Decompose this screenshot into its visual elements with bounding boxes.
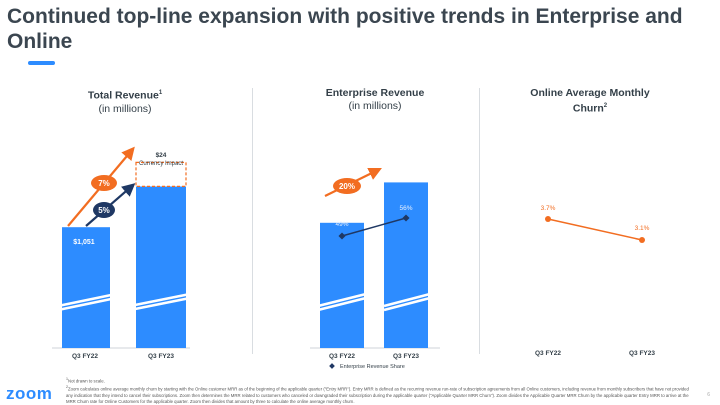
enterprise-revenue-title: Enterprise Revenue (in millions): [300, 87, 450, 113]
footnotes: 1Not drawn to scale. 2Zoom calculates on…: [66, 376, 696, 405]
enterprise-category-q3fy22: Q3 FY22: [329, 353, 355, 360]
online-churn-point-q3fy23: [639, 237, 645, 243]
enterprise-revenue-title-text: Enterprise Revenue: [325, 87, 425, 99]
total-revenue-footnote-ref: 1: [158, 90, 163, 96]
enterprise-share-line: [341, 217, 407, 237]
online-churn-line: [547, 218, 643, 241]
total-category-q3fy22: Q3 FY22: [72, 353, 98, 360]
total-bar-q3fy23: [136, 186, 186, 348]
panel-divider-2: [479, 88, 480, 354]
enterprise-bar-q3fy23: [384, 182, 428, 348]
online-churn-label-q3fy23: 3.1%: [635, 225, 650, 232]
total-revenue-title: Total Revenue1 (in millions): [60, 87, 190, 116]
page-number: 6: [707, 392, 710, 398]
enterprise-value-label-q3fy22: $513: [334, 203, 350, 210]
total-growth-label-5: 5%: [98, 206, 110, 215]
enterprise-legend-marker-icon: [329, 363, 335, 369]
title-accent-bar: [28, 61, 55, 65]
panel-divider-1: [252, 88, 253, 354]
enterprise-growth-badge: [333, 178, 361, 194]
total-growth-badge-7: [91, 175, 117, 191]
total-revenue-subtitle: (in millions): [98, 102, 152, 115]
currency-impact-value: $24: [156, 152, 167, 159]
slide-title: Continued top-line expansion with positi…: [7, 5, 683, 53]
enterprise-share-label-q3fy23: 56%: [399, 205, 412, 212]
total-bar-currency-impact: [135, 161, 187, 187]
enterprise-growth-label: 20%: [339, 182, 355, 191]
currency-impact-text: Currency Impact: [139, 161, 183, 167]
online-churn-footnote-ref: 2: [603, 103, 608, 109]
enterprise-break-mark-1: [317, 292, 367, 312]
enterprise-break-mark-2: [383, 292, 431, 312]
enterprise-value-label-q3fy23: $614: [398, 175, 414, 182]
footnote-2: 2Zoom calculates online average monthly …: [66, 385, 689, 404]
footnote-2-text: Zoom calculates online average monthly c…: [66, 386, 689, 404]
online-category-q3fy23: Q3 FY23: [629, 350, 655, 357]
enterprise-bar-q3fy22: [320, 222, 364, 348]
total-value-label-q3fy22: $1,051: [73, 239, 95, 246]
total-growth-badge-5: [93, 202, 115, 218]
enterprise-share-marker-q3fy22: [338, 232, 346, 240]
online-churn-title: Online Average Monthly Churn2: [530, 87, 650, 116]
footnote-1-text: Not drawn to scale.: [68, 378, 105, 384]
enterprise-revenue-subtitle: (in millions): [348, 100, 402, 112]
total-break-mark-2: [129, 292, 191, 312]
zoom-logo: zoom: [6, 384, 53, 403]
total-value-label-q3fy23: $1,102: [150, 179, 172, 186]
online-churn-label-q3fy22: 3.7%: [541, 205, 556, 212]
total-bar-q3fy22: [62, 227, 110, 348]
enterprise-share-marker-q3fy23: [402, 214, 410, 222]
enterprise-legend-label: Enterprise Revenue Share: [340, 364, 405, 370]
enterprise-share-label-q3fy22: 49%: [335, 221, 348, 228]
total-growth-label-7: 7%: [98, 179, 110, 188]
online-churn-point-q3fy22: [545, 216, 551, 222]
enterprise-category-q3fy23: Q3 FY23: [393, 353, 419, 360]
online-churn-title-text: Online Average Monthly Churn: [530, 87, 650, 115]
footnote-1: 1Not drawn to scale.: [66, 377, 105, 384]
total-category-q3fy23: Q3 FY23: [148, 353, 174, 360]
total-revenue-title-text: Total Revenue: [87, 89, 159, 102]
total-break-mark-1: [57, 292, 117, 312]
currency-impact-label: Currency Impact: [139, 161, 183, 167]
online-category-q3fy22: Q3 FY22: [535, 350, 561, 357]
